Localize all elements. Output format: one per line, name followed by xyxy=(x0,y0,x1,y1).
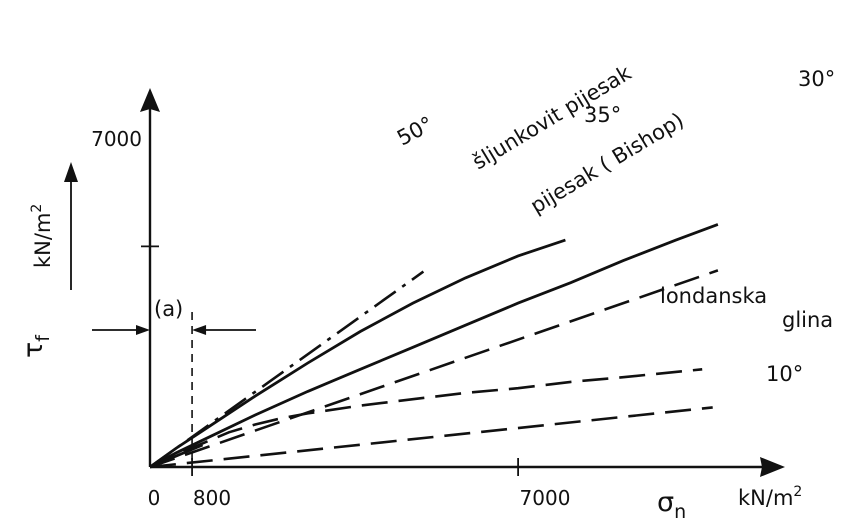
series-line-10 xyxy=(149,406,713,469)
x-tick-label-7000: 7000 xyxy=(520,486,571,510)
x-tick-label-800: 800 xyxy=(193,486,231,510)
y-tick-label-7000: 7000 xyxy=(91,127,142,151)
series-group xyxy=(149,223,719,469)
x-axis-symbol: σn xyxy=(657,487,686,522)
x-tick-label-0: 0 xyxy=(148,486,161,510)
label-30-deg: 30° xyxy=(798,67,835,91)
x-axis-arrowhead xyxy=(760,457,785,477)
guides xyxy=(92,312,256,467)
series-line-30 xyxy=(149,269,719,469)
series-line-ljunkovit-pijesak xyxy=(149,238,566,469)
x-axis-symbol-sub: n xyxy=(674,501,686,522)
label-50-deg: 50° xyxy=(393,112,437,151)
y-axis-symbol-sub: f xyxy=(32,334,54,342)
x-axis-unit: kN/m2 xyxy=(738,484,802,510)
y-label-arrow-head xyxy=(64,162,78,182)
x-axis-symbol-main: σ xyxy=(657,487,674,518)
y-axis-unit-sup: 2 xyxy=(29,204,45,213)
label-35-deg: 35° xyxy=(584,103,621,127)
annotation-a: (a) xyxy=(154,297,183,321)
label-londanska: londanska xyxy=(660,284,767,308)
y-axis-symbol: τf xyxy=(18,334,54,358)
guide-arrow-left-head xyxy=(136,325,150,335)
label-glina: glina xyxy=(782,308,833,332)
series-line-pijesak-bishop xyxy=(149,223,719,469)
guide-arrow-right-head xyxy=(192,325,207,335)
axes xyxy=(64,88,785,477)
x-axis-unit-main: kN/m xyxy=(738,486,793,510)
series-line-50 xyxy=(149,270,425,469)
y-axis-arrowhead xyxy=(140,88,160,112)
y-axis-symbol-main: τ xyxy=(18,342,49,358)
labels: 0 800 7000 7000 σn kN/m2 τf kN/m2 (a) šl… xyxy=(18,60,835,522)
label-10-deg: 10° xyxy=(766,362,803,386)
y-axis-unit: kN/m2 xyxy=(29,204,55,268)
x-axis-unit-sup: 2 xyxy=(793,484,802,500)
series-line-londanska-glina xyxy=(149,368,703,469)
y-axis-unit-main: kN/m xyxy=(31,213,55,268)
